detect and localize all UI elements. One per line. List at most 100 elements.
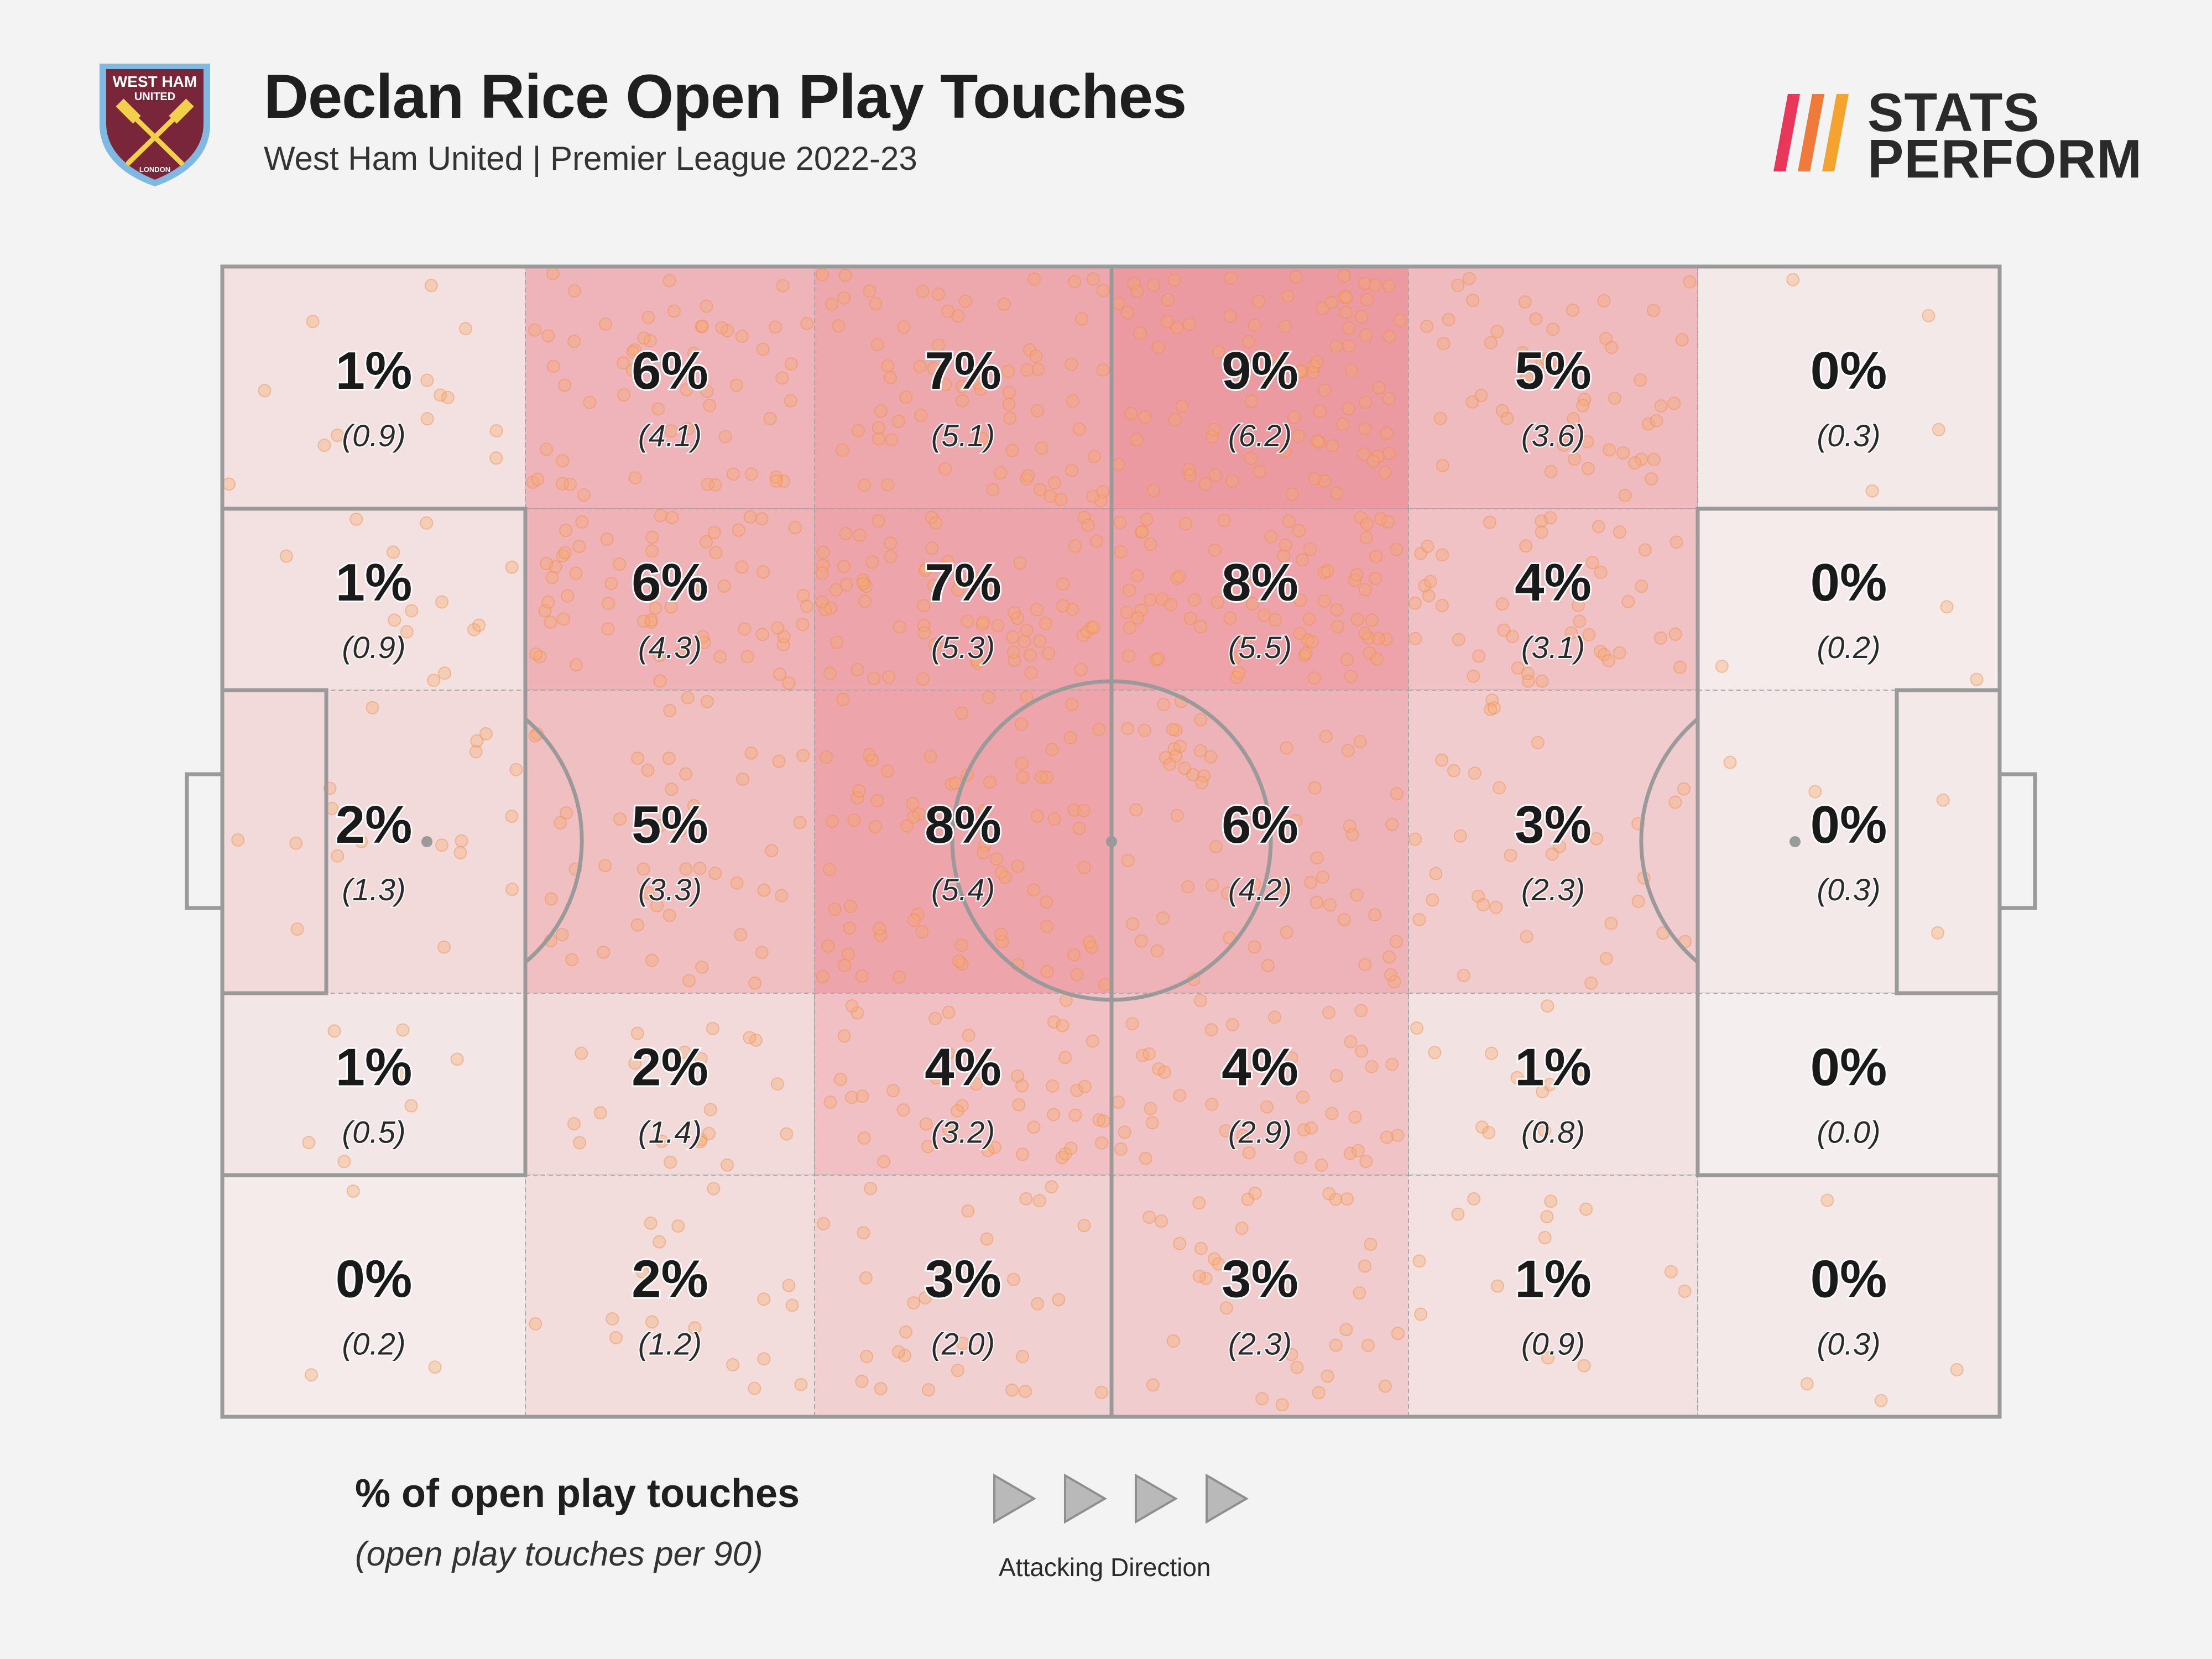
touch-dot: [1359, 395, 1373, 409]
touch-dot: [855, 1089, 869, 1103]
touch-dot: [450, 1052, 464, 1066]
touch-dot: [1484, 702, 1498, 716]
touch-dot: [628, 343, 641, 357]
heatmap-cell: [525, 993, 815, 1176]
touch-dot: [726, 1358, 739, 1371]
touch-dot: [959, 294, 972, 308]
touch-dot: [1173, 1089, 1187, 1102]
touch-dot: [617, 356, 630, 370]
cell-per90: (5.1): [931, 418, 995, 453]
touch-dot: [817, 1217, 831, 1230]
touch-dot: [1874, 1394, 1888, 1407]
touch-dot: [1035, 441, 1048, 455]
touch-dot: [927, 578, 941, 592]
touch-dot: [563, 477, 577, 491]
touch-dot: [1621, 594, 1635, 608]
touch-dot: [1800, 1377, 1814, 1391]
touch-dot: [643, 334, 657, 348]
touch-dot: [665, 511, 679, 524]
touch-dot: [1011, 1070, 1024, 1083]
touch-dot: [1350, 888, 1364, 902]
touch-dot: [626, 345, 640, 359]
heatmap-cell: [525, 508, 815, 691]
touch-dot: [881, 764, 894, 778]
centre-spot: [1106, 836, 1117, 847]
touch-dot: [1451, 1207, 1465, 1221]
direction-arrow-icon: [993, 1473, 1036, 1524]
touch-dot: [1167, 273, 1181, 287]
touch-dot: [869, 297, 883, 311]
touch-dot: [867, 671, 881, 685]
touch-dot: [1361, 1338, 1375, 1352]
touch-dot: [1647, 304, 1661, 317]
cell-percentage: 0%: [1811, 553, 1887, 612]
club-badge: WEST HAM UNITED LONDON: [94, 58, 216, 191]
touch-dot: [1112, 1095, 1125, 1109]
touch-dot: [1296, 553, 1309, 567]
touch-dot: [1594, 645, 1607, 658]
touch-dot: [1123, 583, 1136, 597]
touch-dot: [1412, 913, 1426, 926]
touch-dot: [1198, 477, 1212, 491]
cell-per90: (4.3): [638, 630, 702, 665]
heatmap-cell: [814, 508, 1112, 691]
touch-dot: [800, 317, 814, 331]
touch-dot: [974, 382, 988, 396]
touch-dot: [479, 727, 493, 740]
touch-dot: [1329, 339, 1343, 353]
cell-percentage: 1%: [336, 341, 413, 400]
touch-dot: [755, 946, 769, 959]
touch-dot: [1264, 530, 1278, 544]
cell-per90: (5.3): [931, 630, 995, 665]
touch-dot: [505, 883, 519, 896]
right-penalty-arc: [1639, 717, 1699, 964]
touch-dot: [736, 773, 750, 786]
touch-dot: [1002, 397, 1016, 411]
touch-dot: [886, 1084, 900, 1098]
touch-dot: [815, 566, 829, 580]
touch-dot: [1412, 1254, 1426, 1268]
touch-dot: [1597, 294, 1611, 307]
touch-dot: [1305, 1121, 1318, 1135]
touch-dot: [1604, 916, 1618, 930]
cell-per90: (3.3): [638, 872, 702, 907]
touch-dot: [1181, 880, 1195, 894]
touch-dot: [771, 621, 785, 635]
touch-dot: [1121, 306, 1134, 320]
touch-dot: [1248, 318, 1261, 332]
touch-dot: [1090, 534, 1103, 548]
touch-dot: [1131, 611, 1145, 625]
touch-dot: [558, 546, 572, 560]
cell-per90: (5.5): [1228, 630, 1292, 665]
touch-dot: [540, 442, 554, 456]
touch-dot: [1121, 722, 1135, 735]
touch-dot: [526, 476, 540, 489]
touch-dot: [1472, 889, 1485, 903]
touch-dot: [1668, 795, 1682, 809]
left-six-yard-box: [220, 688, 328, 995]
touch-dot: [1170, 571, 1184, 585]
touch-dot: [1280, 925, 1293, 939]
touch-dot: [1033, 634, 1047, 648]
touch-dot: [1006, 630, 1020, 644]
touch-dot: [1086, 272, 1100, 286]
touch-dot: [1506, 630, 1519, 643]
touch-dot: [989, 852, 1003, 866]
touch-dot: [472, 618, 486, 632]
touch-dot: [1151, 652, 1165, 665]
touch-dot: [1126, 917, 1140, 931]
touch-dot: [1097, 1114, 1110, 1128]
touch-dot: [1152, 1062, 1166, 1076]
touch-dot: [569, 566, 583, 580]
touch-dot: [1353, 735, 1367, 749]
touch-dot: [1289, 270, 1303, 284]
touch-dot: [1166, 723, 1180, 736]
cell-per90: (0.2): [342, 1327, 405, 1361]
touch-dot: [1628, 456, 1642, 470]
touch-dot: [1447, 764, 1460, 778]
touch-dot: [938, 560, 952, 574]
heatmap-cell: [525, 1175, 815, 1417]
touch-dot: [1173, 1237, 1187, 1250]
touch-dot: [1578, 393, 1592, 406]
touch-dot: [1344, 670, 1358, 684]
